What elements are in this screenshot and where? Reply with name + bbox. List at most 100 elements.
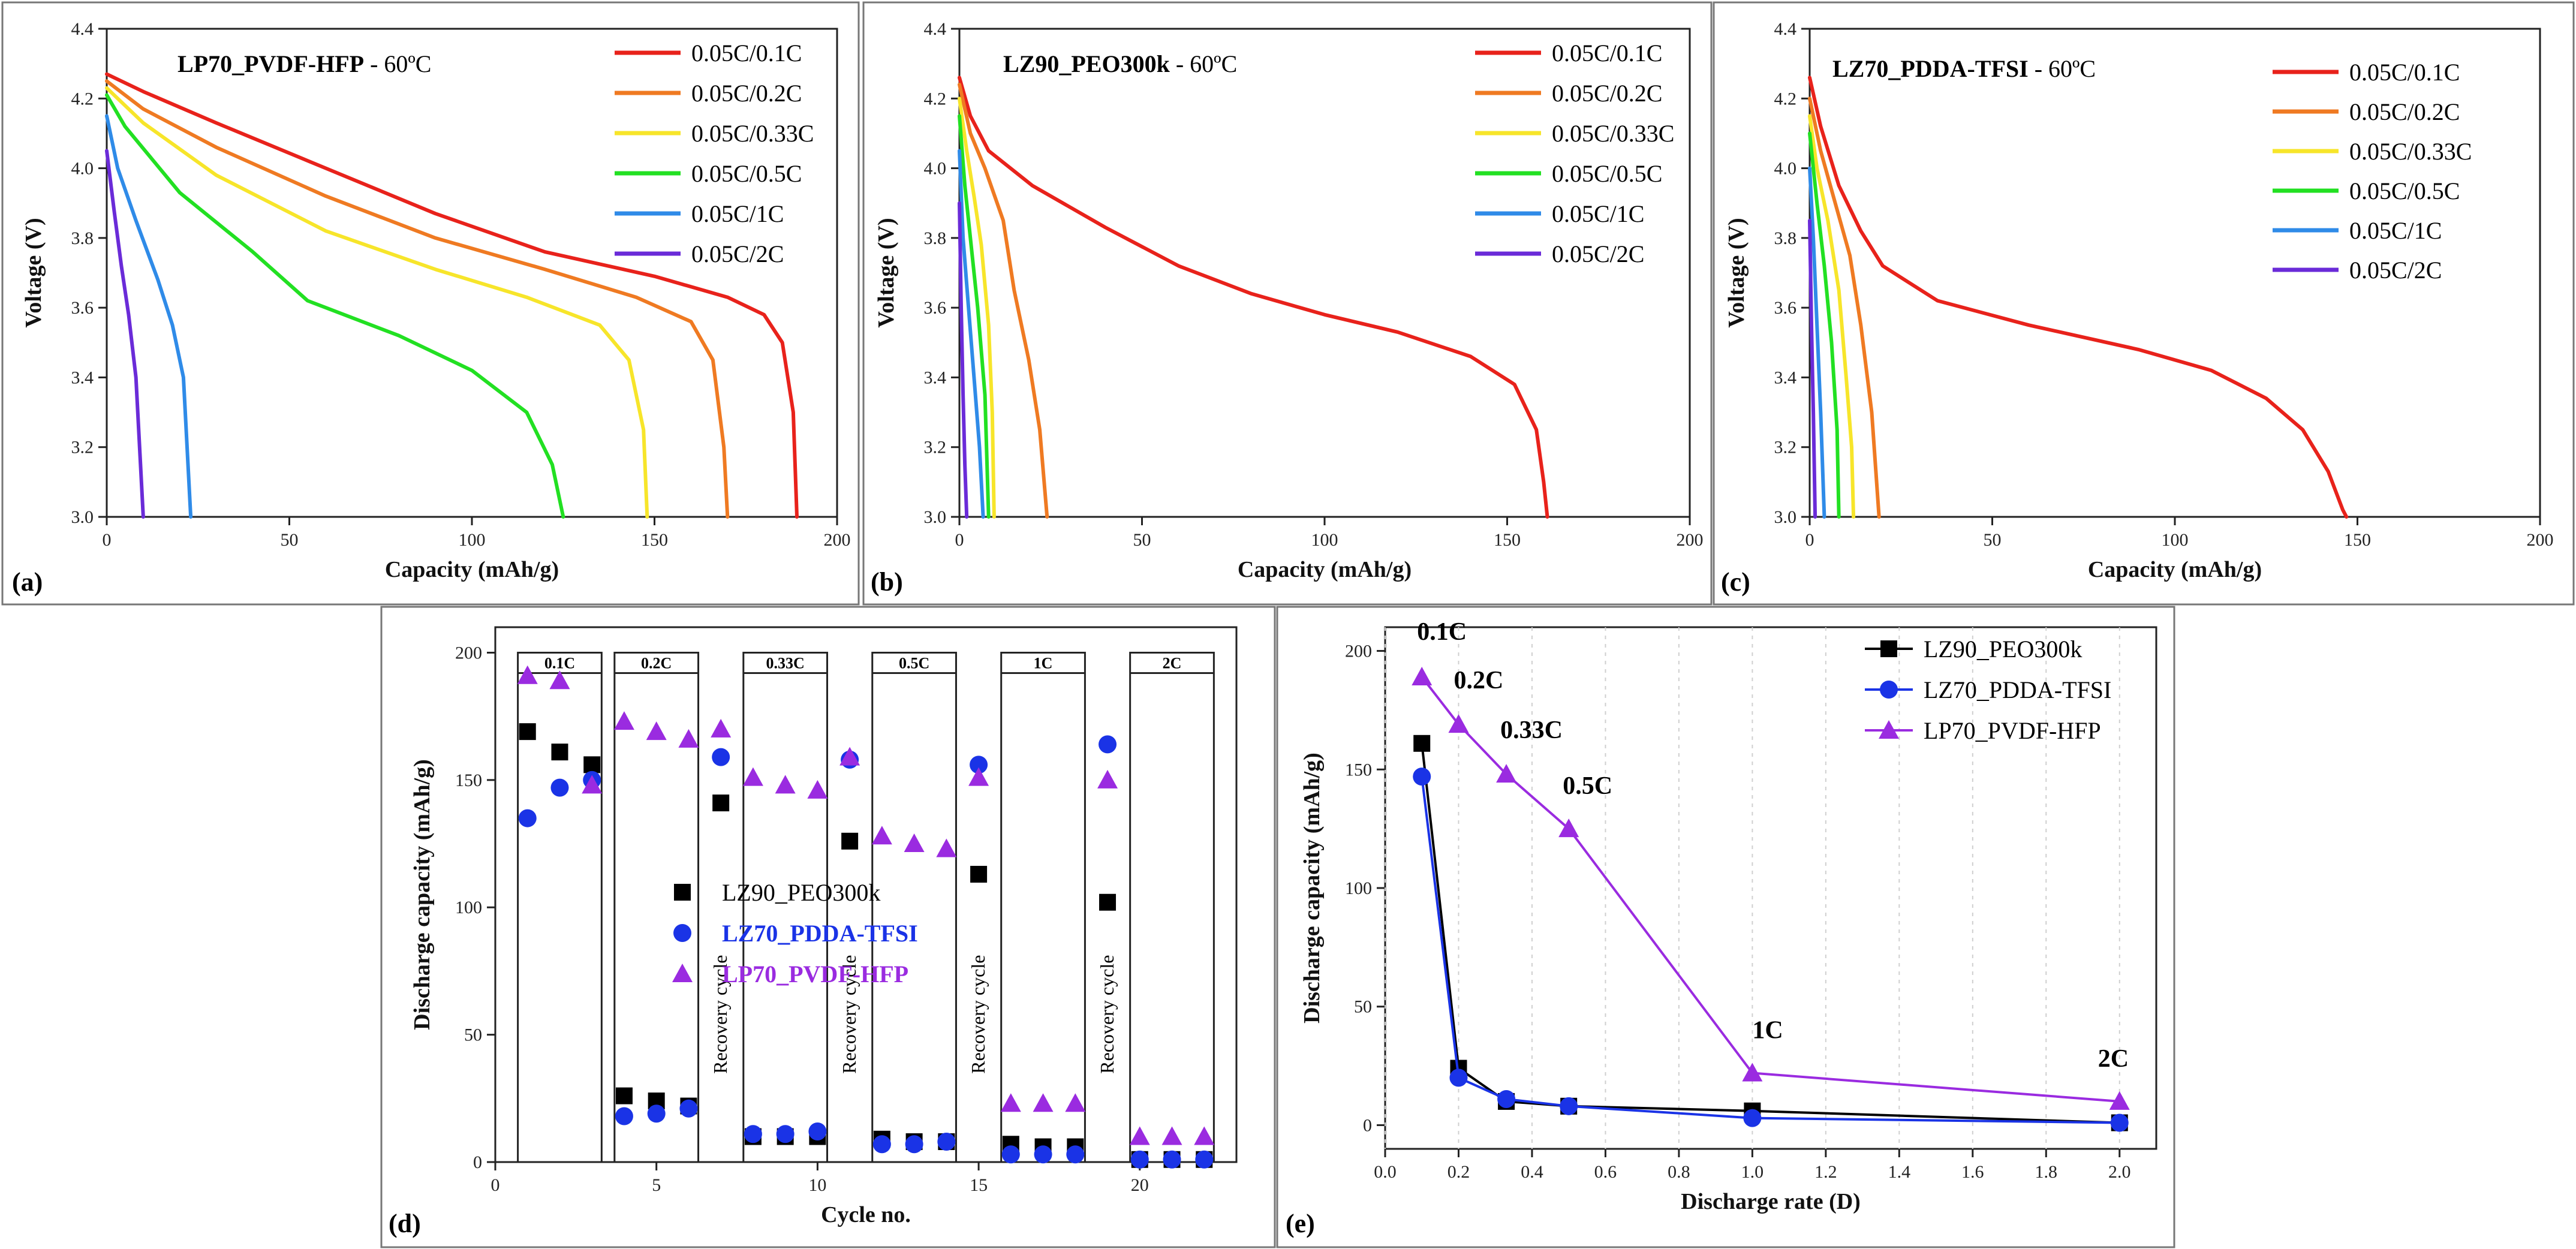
y-tick-label: 4.4 [71, 19, 94, 39]
series-line [105, 149, 145, 519]
y-tick-label: 150 [1345, 760, 1372, 780]
x-tick-label: 200 [824, 530, 851, 550]
legend-marker [674, 884, 691, 901]
series-line [1808, 218, 1817, 519]
panel-title: LZ70_PDDA-TFSI - 60ºC [1832, 55, 2096, 82]
data-point [1194, 1126, 1215, 1145]
x-tick-label: 200 [2527, 530, 2554, 550]
data-point [841, 832, 859, 850]
data-point [1097, 769, 1118, 788]
series-line [105, 93, 565, 519]
x-tick-label: 50 [1984, 530, 2002, 550]
data-point [647, 1104, 666, 1123]
panel-c: 0 50 100 150 200 3.0 3.2 3.4 3.6 3.8 4.0 4.2 4.4 Capa… [1713, 1, 2575, 606]
rate-box [742, 651, 829, 1163]
data-point [872, 1135, 891, 1154]
data-point [1195, 1150, 1214, 1169]
panel-frame [1, 1, 860, 606]
y-tick-label: 3.6 [924, 298, 947, 318]
data-point [905, 1135, 923, 1154]
rate-box [517, 651, 603, 1163]
y-tick-label: 4.2 [71, 89, 94, 109]
y-tick-label: 200 [455, 643, 482, 663]
legend-label: 0.05C/0.1C [1552, 40, 1662, 67]
rate-annotation: 1C [1752, 1016, 1783, 1044]
y-tick-label: 3.0 [1774, 507, 1797, 527]
series-line [1808, 166, 1826, 519]
x-tick-label: 100 [1311, 530, 1338, 550]
data-point [1412, 667, 1433, 686]
series-line [105, 86, 649, 519]
x-tick-label: 0 [955, 530, 964, 550]
data-point [2110, 1113, 2129, 1132]
data-point [613, 711, 634, 730]
x-tick-label: 1.4 [1888, 1162, 1911, 1182]
data-point [1099, 893, 1117, 911]
legend-label: 0.05C/1C [2349, 217, 2442, 244]
x-tick-label: 100 [459, 530, 486, 550]
series-line [1808, 97, 1881, 519]
y-tick-label: 3.8 [71, 228, 94, 248]
legend-label: 0.05C/2C [691, 240, 784, 267]
data-point [776, 1125, 795, 1143]
x-tick-label: 150 [641, 530, 668, 550]
x-tick-label: 200 [1677, 530, 1704, 550]
panel-frame [1276, 606, 2175, 1248]
legend-marker [673, 924, 691, 942]
panel-title-temp: - 60ºC [1170, 50, 1237, 77]
data-point [711, 718, 732, 738]
x-tick-label: 5 [652, 1175, 661, 1195]
rate-box-label: 1C [1034, 654, 1053, 672]
data-point [970, 866, 988, 883]
data-point [807, 780, 828, 799]
legend-label: 0.05C/1C [691, 200, 784, 227]
y-tick-label: 3.0 [924, 507, 947, 527]
recovery-cycle-label: Recovery cycle [967, 955, 989, 1074]
x-tick-label: 2.0 [2108, 1162, 2131, 1182]
recovery-cycle-label: Recovery cycle [709, 955, 731, 1074]
y-tick-label: 3.2 [924, 438, 947, 458]
data-point [1033, 1093, 1054, 1112]
legend-label: 0.05C/0.2C [2349, 98, 2460, 125]
legend-label: 0.05C/0.33C [691, 120, 814, 147]
rate-box [613, 651, 700, 1163]
rate-box-label: 2C [1163, 654, 1182, 672]
x-axis-title: Capacity (mAh/g) [385, 557, 559, 582]
series-line [958, 97, 996, 519]
y-tick-label: 100 [1345, 878, 1372, 898]
x-tick-label: 0.6 [1594, 1162, 1617, 1182]
data-point [712, 748, 730, 766]
data-point [1130, 1150, 1149, 1169]
panel-label: (d) [389, 1209, 421, 1238]
panel-frame [1713, 1, 2575, 606]
legend-label: 0.05C/0.5C [691, 160, 802, 187]
y-axis-title: Discharge capacity (mAh/g) [410, 759, 435, 1030]
legend-label: 0.05C/0.5C [1552, 160, 1662, 187]
y-tick-label: 4.2 [1774, 89, 1797, 109]
data-point [1448, 714, 1469, 733]
y-tick-label: 4.2 [924, 89, 947, 109]
panel-b: 0 50 100 150 200 3.0 3.2 3.4 3.6 3.8 4.0 4.2 4.4 Capa… [862, 1, 1713, 606]
x-tick-label: 0 [1805, 530, 1814, 550]
panel-frame [380, 606, 1276, 1248]
data-point [678, 729, 699, 748]
y-tick-label: 100 [455, 898, 482, 917]
series-line [1421, 676, 2120, 1103]
data-point [646, 721, 667, 741]
legend-label: 0.05C/0.2C [1552, 80, 1662, 107]
data-point [615, 1087, 633, 1104]
data-point [1496, 764, 1517, 783]
data-point [1558, 818, 1579, 838]
series-line [1808, 131, 1841, 519]
data-point [518, 809, 537, 827]
x-tick-label: 0 [103, 530, 112, 550]
data-point [550, 778, 569, 797]
y-tick-label: 4.4 [1774, 19, 1797, 39]
series-line [958, 149, 985, 519]
recovery-cycle-label: Recovery cycle [1096, 955, 1118, 1074]
y-axis-title: Voltage (V) [21, 218, 46, 327]
legend-label: 0.05C/2C [1552, 240, 1644, 267]
panel-e: 0.0 0.2 0.4 0.6 0.8 1.0 1.2 1.4 1.6 1.8 2.0 0 50 100 1… [1276, 606, 2175, 1248]
x-tick-label: 1.2 [1814, 1162, 1837, 1182]
